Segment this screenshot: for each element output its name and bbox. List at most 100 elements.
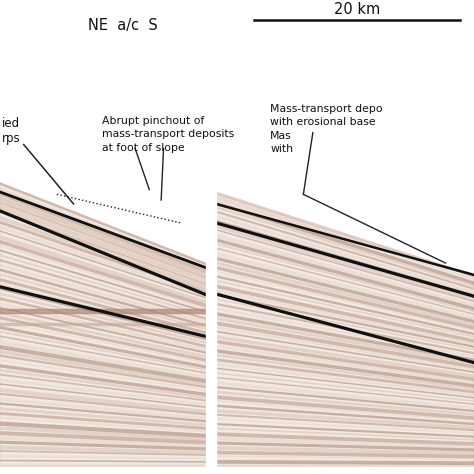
Polygon shape	[216, 201, 474, 285]
Polygon shape	[0, 323, 206, 325]
Polygon shape	[216, 391, 474, 416]
Polygon shape	[216, 395, 474, 420]
Polygon shape	[216, 192, 474, 465]
Polygon shape	[216, 256, 474, 323]
Text: Abrupt pinchout of
mass-transport deposits
at foot of slope: Abrupt pinchout of mass-transport deposi…	[102, 116, 234, 153]
Polygon shape	[0, 235, 206, 305]
Polygon shape	[216, 238, 474, 310]
Polygon shape	[0, 192, 206, 295]
Polygon shape	[216, 349, 474, 388]
Polygon shape	[216, 303, 474, 354]
Polygon shape	[0, 192, 206, 273]
Polygon shape	[216, 354, 474, 390]
Polygon shape	[0, 417, 206, 432]
Polygon shape	[0, 283, 206, 337]
Polygon shape	[0, 350, 206, 386]
Polygon shape	[0, 230, 206, 299]
Polygon shape	[0, 402, 206, 422]
Polygon shape	[0, 321, 206, 364]
Text: rps: rps	[2, 132, 21, 145]
Polygon shape	[0, 441, 206, 451]
Polygon shape	[0, 465, 206, 467]
Polygon shape	[216, 215, 474, 294]
Polygon shape	[216, 330, 474, 373]
Polygon shape	[216, 460, 474, 465]
Polygon shape	[0, 436, 206, 448]
Text: Mass-transport depo
with erosional base
Mas
with: Mass-transport depo with erosional base …	[270, 104, 383, 154]
Polygon shape	[0, 254, 206, 316]
Polygon shape	[0, 187, 206, 271]
Polygon shape	[216, 335, 474, 378]
Polygon shape	[0, 302, 206, 352]
Polygon shape	[0, 460, 206, 463]
Polygon shape	[0, 455, 206, 460]
Polygon shape	[216, 456, 474, 460]
Polygon shape	[0, 393, 206, 415]
Polygon shape	[0, 340, 206, 380]
Polygon shape	[216, 414, 474, 431]
Polygon shape	[0, 345, 206, 383]
Text: NE  a/c  S: NE a/c S	[88, 18, 158, 33]
Polygon shape	[216, 284, 474, 343]
Polygon shape	[0, 245, 206, 310]
Polygon shape	[0, 383, 206, 408]
Polygon shape	[216, 451, 474, 458]
Polygon shape	[0, 278, 206, 335]
Polygon shape	[216, 192, 474, 275]
Polygon shape	[0, 412, 206, 430]
Polygon shape	[0, 316, 206, 362]
Polygon shape	[0, 211, 206, 285]
Polygon shape	[0, 369, 206, 399]
Polygon shape	[0, 269, 206, 327]
Polygon shape	[216, 400, 474, 421]
Polygon shape	[216, 308, 474, 357]
Polygon shape	[0, 264, 206, 324]
Polygon shape	[216, 428, 474, 441]
Polygon shape	[0, 240, 206, 308]
Polygon shape	[216, 252, 474, 320]
Polygon shape	[216, 312, 474, 362]
Polygon shape	[0, 182, 206, 265]
Polygon shape	[216, 197, 474, 280]
Polygon shape	[0, 307, 206, 354]
Polygon shape	[0, 374, 206, 401]
Polygon shape	[216, 229, 474, 302]
Polygon shape	[216, 289, 474, 346]
Polygon shape	[216, 321, 474, 369]
Polygon shape	[216, 432, 474, 446]
Polygon shape	[216, 437, 474, 449]
Polygon shape	[216, 386, 474, 412]
Polygon shape	[216, 358, 474, 393]
Polygon shape	[216, 340, 474, 381]
Polygon shape	[216, 234, 474, 308]
Polygon shape	[0, 311, 206, 358]
Polygon shape	[0, 359, 206, 391]
Polygon shape	[216, 363, 474, 396]
Polygon shape	[0, 421, 206, 438]
Polygon shape	[0, 388, 206, 414]
Polygon shape	[206, 0, 216, 474]
Polygon shape	[216, 317, 474, 365]
Polygon shape	[216, 280, 474, 337]
Polygon shape	[0, 201, 206, 279]
Polygon shape	[216, 243, 474, 312]
Polygon shape	[0, 249, 206, 313]
Polygon shape	[216, 441, 474, 452]
Polygon shape	[216, 367, 474, 399]
Polygon shape	[216, 446, 474, 456]
Polygon shape	[216, 404, 474, 425]
Polygon shape	[0, 331, 206, 371]
Polygon shape	[0, 221, 206, 293]
Polygon shape	[0, 426, 206, 441]
Polygon shape	[216, 275, 474, 335]
Polygon shape	[0, 197, 206, 276]
Polygon shape	[216, 382, 474, 410]
Polygon shape	[0, 431, 206, 445]
Polygon shape	[0, 292, 206, 344]
Polygon shape	[216, 271, 474, 331]
Polygon shape	[0, 206, 206, 282]
Polygon shape	[216, 219, 474, 296]
Polygon shape	[0, 288, 206, 340]
Polygon shape	[216, 423, 474, 438]
Polygon shape	[0, 216, 206, 291]
